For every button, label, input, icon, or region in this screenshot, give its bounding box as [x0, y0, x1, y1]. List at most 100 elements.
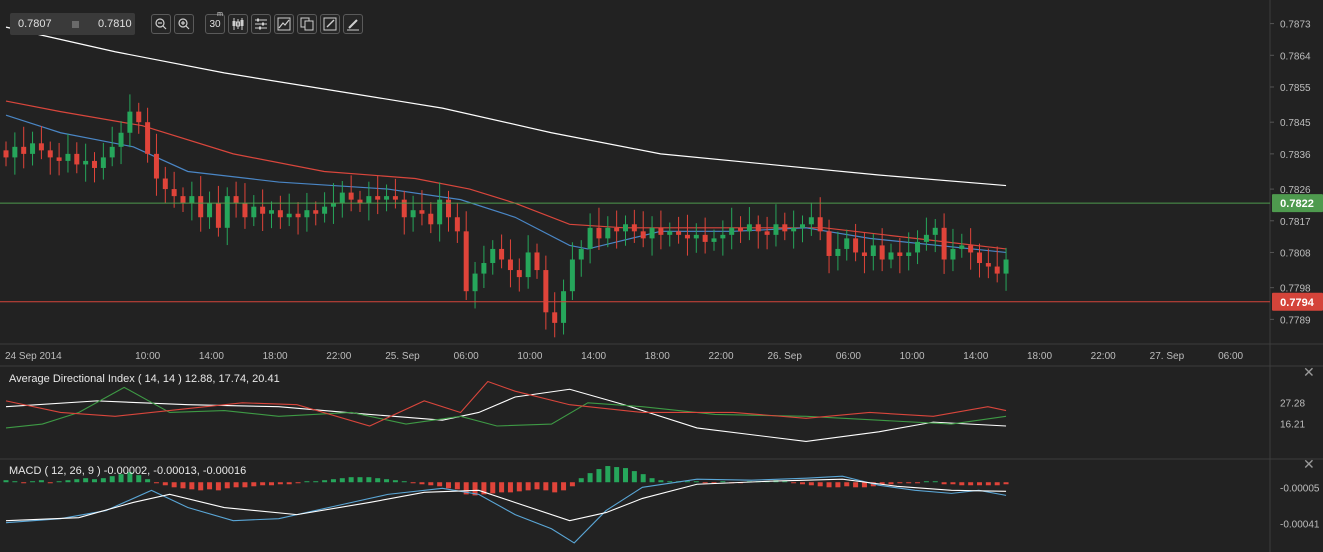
candle-up[interactable] — [490, 248, 496, 264]
candle-up[interactable] — [109, 146, 115, 158]
candle-up[interactable] — [322, 206, 328, 214]
candle-up[interactable] — [746, 224, 752, 232]
candle-up[interactable] — [906, 252, 912, 256]
candle-up[interactable] — [384, 196, 390, 200]
candle-up[interactable] — [844, 238, 850, 249]
candle-down[interactable] — [764, 231, 770, 235]
candle-down[interactable] — [782, 224, 788, 232]
candle-up[interactable] — [12, 146, 18, 158]
draw-button[interactable] — [343, 14, 363, 34]
candle-up[interactable] — [569, 259, 575, 292]
candle-up[interactable] — [693, 234, 699, 239]
candle-up[interactable] — [1003, 259, 1009, 274]
candle-down[interactable] — [145, 122, 151, 154]
candle-up[interactable] — [472, 273, 478, 292]
candle-down[interactable] — [658, 227, 664, 235]
candle-down[interactable] — [446, 199, 451, 218]
candle-up[interactable] — [932, 227, 938, 235]
candle-down[interactable] — [401, 199, 407, 218]
candle-up[interactable] — [481, 263, 487, 274]
candle-down[interactable] — [277, 210, 283, 218]
candle-down[interactable] — [233, 196, 239, 204]
candle-up[interactable] — [649, 227, 655, 239]
candle-down[interactable] — [817, 217, 823, 232]
line-tool-button[interactable] — [274, 14, 294, 34]
candle-down[interactable] — [684, 234, 690, 239]
candle-down[interactable] — [879, 245, 885, 260]
candle-down[interactable] — [47, 150, 53, 158]
candle-down[interactable] — [313, 210, 319, 214]
candle-up[interactable] — [286, 213, 292, 218]
candle-down[interactable] — [614, 227, 620, 232]
candle-up[interactable] — [808, 217, 814, 225]
candle-down[interactable] — [392, 196, 398, 200]
candle-down[interactable] — [755, 224, 761, 232]
candle-up[interactable] — [959, 245, 965, 249]
candle-down[interactable] — [242, 203, 248, 218]
timeframe-button[interactable]: 30 m — [205, 11, 225, 34]
candle-down[interactable] — [180, 196, 186, 204]
candle-down[interactable] — [516, 270, 522, 278]
candle-down[interactable] — [499, 248, 505, 260]
candle-down[interactable] — [136, 111, 142, 123]
candle-down[interactable] — [994, 266, 1000, 274]
zoom-out-button[interactable] — [151, 14, 171, 34]
candle-down[interactable] — [826, 231, 832, 256]
candle-down[interactable] — [861, 252, 867, 256]
candle-down[interactable] — [92, 160, 97, 168]
candle-down[interactable] — [968, 245, 974, 253]
candle-up[interactable] — [923, 234, 929, 242]
candle-up[interactable] — [437, 199, 443, 225]
candle-up[interactable] — [711, 238, 717, 242]
candle-down[interactable] — [171, 189, 177, 197]
candle-type-button[interactable] — [228, 14, 248, 34]
candle-down[interactable] — [596, 227, 602, 239]
candle-up[interactable] — [30, 143, 36, 154]
candle-up[interactable] — [870, 245, 876, 256]
candle-down[interactable] — [702, 234, 708, 242]
candle-down[interactable] — [897, 252, 903, 256]
indicators-button[interactable] — [251, 14, 271, 34]
candle-up[interactable] — [339, 192, 345, 204]
candle-up[interactable] — [410, 210, 416, 218]
candle-down[interactable] — [738, 227, 744, 232]
candle-up[interactable] — [224, 196, 230, 228]
candle-up[interactable] — [623, 224, 628, 232]
candle-down[interactable] — [454, 217, 460, 232]
macd-close-icon[interactable]: ✕ — [1303, 456, 1315, 472]
candle-up[interactable] — [729, 227, 735, 235]
candle-up[interactable] — [915, 241, 921, 253]
candle-up[interactable] — [251, 206, 257, 218]
candle-down[interactable] — [631, 224, 637, 232]
candle-down[interactable] — [348, 192, 354, 200]
candle-down[interactable] — [640, 231, 646, 239]
candle-down[interactable] — [260, 206, 266, 214]
candlestick-series[interactable] — [3, 94, 1009, 338]
candle-up[interactable] — [561, 291, 567, 323]
candle-up[interactable] — [888, 252, 894, 260]
candle-down[interactable] — [985, 263, 991, 267]
candle-down[interactable] — [21, 146, 27, 154]
candle-up[interactable] — [835, 248, 841, 256]
candle-up[interactable] — [667, 231, 673, 235]
candle-down[interactable] — [38, 143, 44, 151]
candle-down[interactable] — [552, 312, 558, 323]
candle-down[interactable] — [543, 270, 549, 313]
candle-down[interactable] — [676, 231, 682, 235]
candle-up[interactable] — [127, 111, 133, 133]
candle-down[interactable] — [295, 213, 301, 218]
candle-up[interactable] — [587, 227, 593, 249]
candle-down[interactable] — [198, 196, 204, 218]
candle-up[interactable] — [773, 224, 779, 235]
candle-up[interactable] — [800, 224, 805, 228]
candle-down[interactable] — [977, 252, 982, 264]
candle-up[interactable] — [118, 132, 124, 147]
candle-down[interactable] — [419, 210, 425, 214]
candle-down[interactable] — [375, 196, 381, 200]
candle-down[interactable] — [534, 252, 540, 271]
candle-up[interactable] — [525, 252, 531, 278]
adx-close-icon[interactable]: ✕ — [1303, 364, 1315, 380]
candle-up[interactable] — [366, 196, 372, 204]
candle-down[interactable] — [941, 227, 947, 260]
